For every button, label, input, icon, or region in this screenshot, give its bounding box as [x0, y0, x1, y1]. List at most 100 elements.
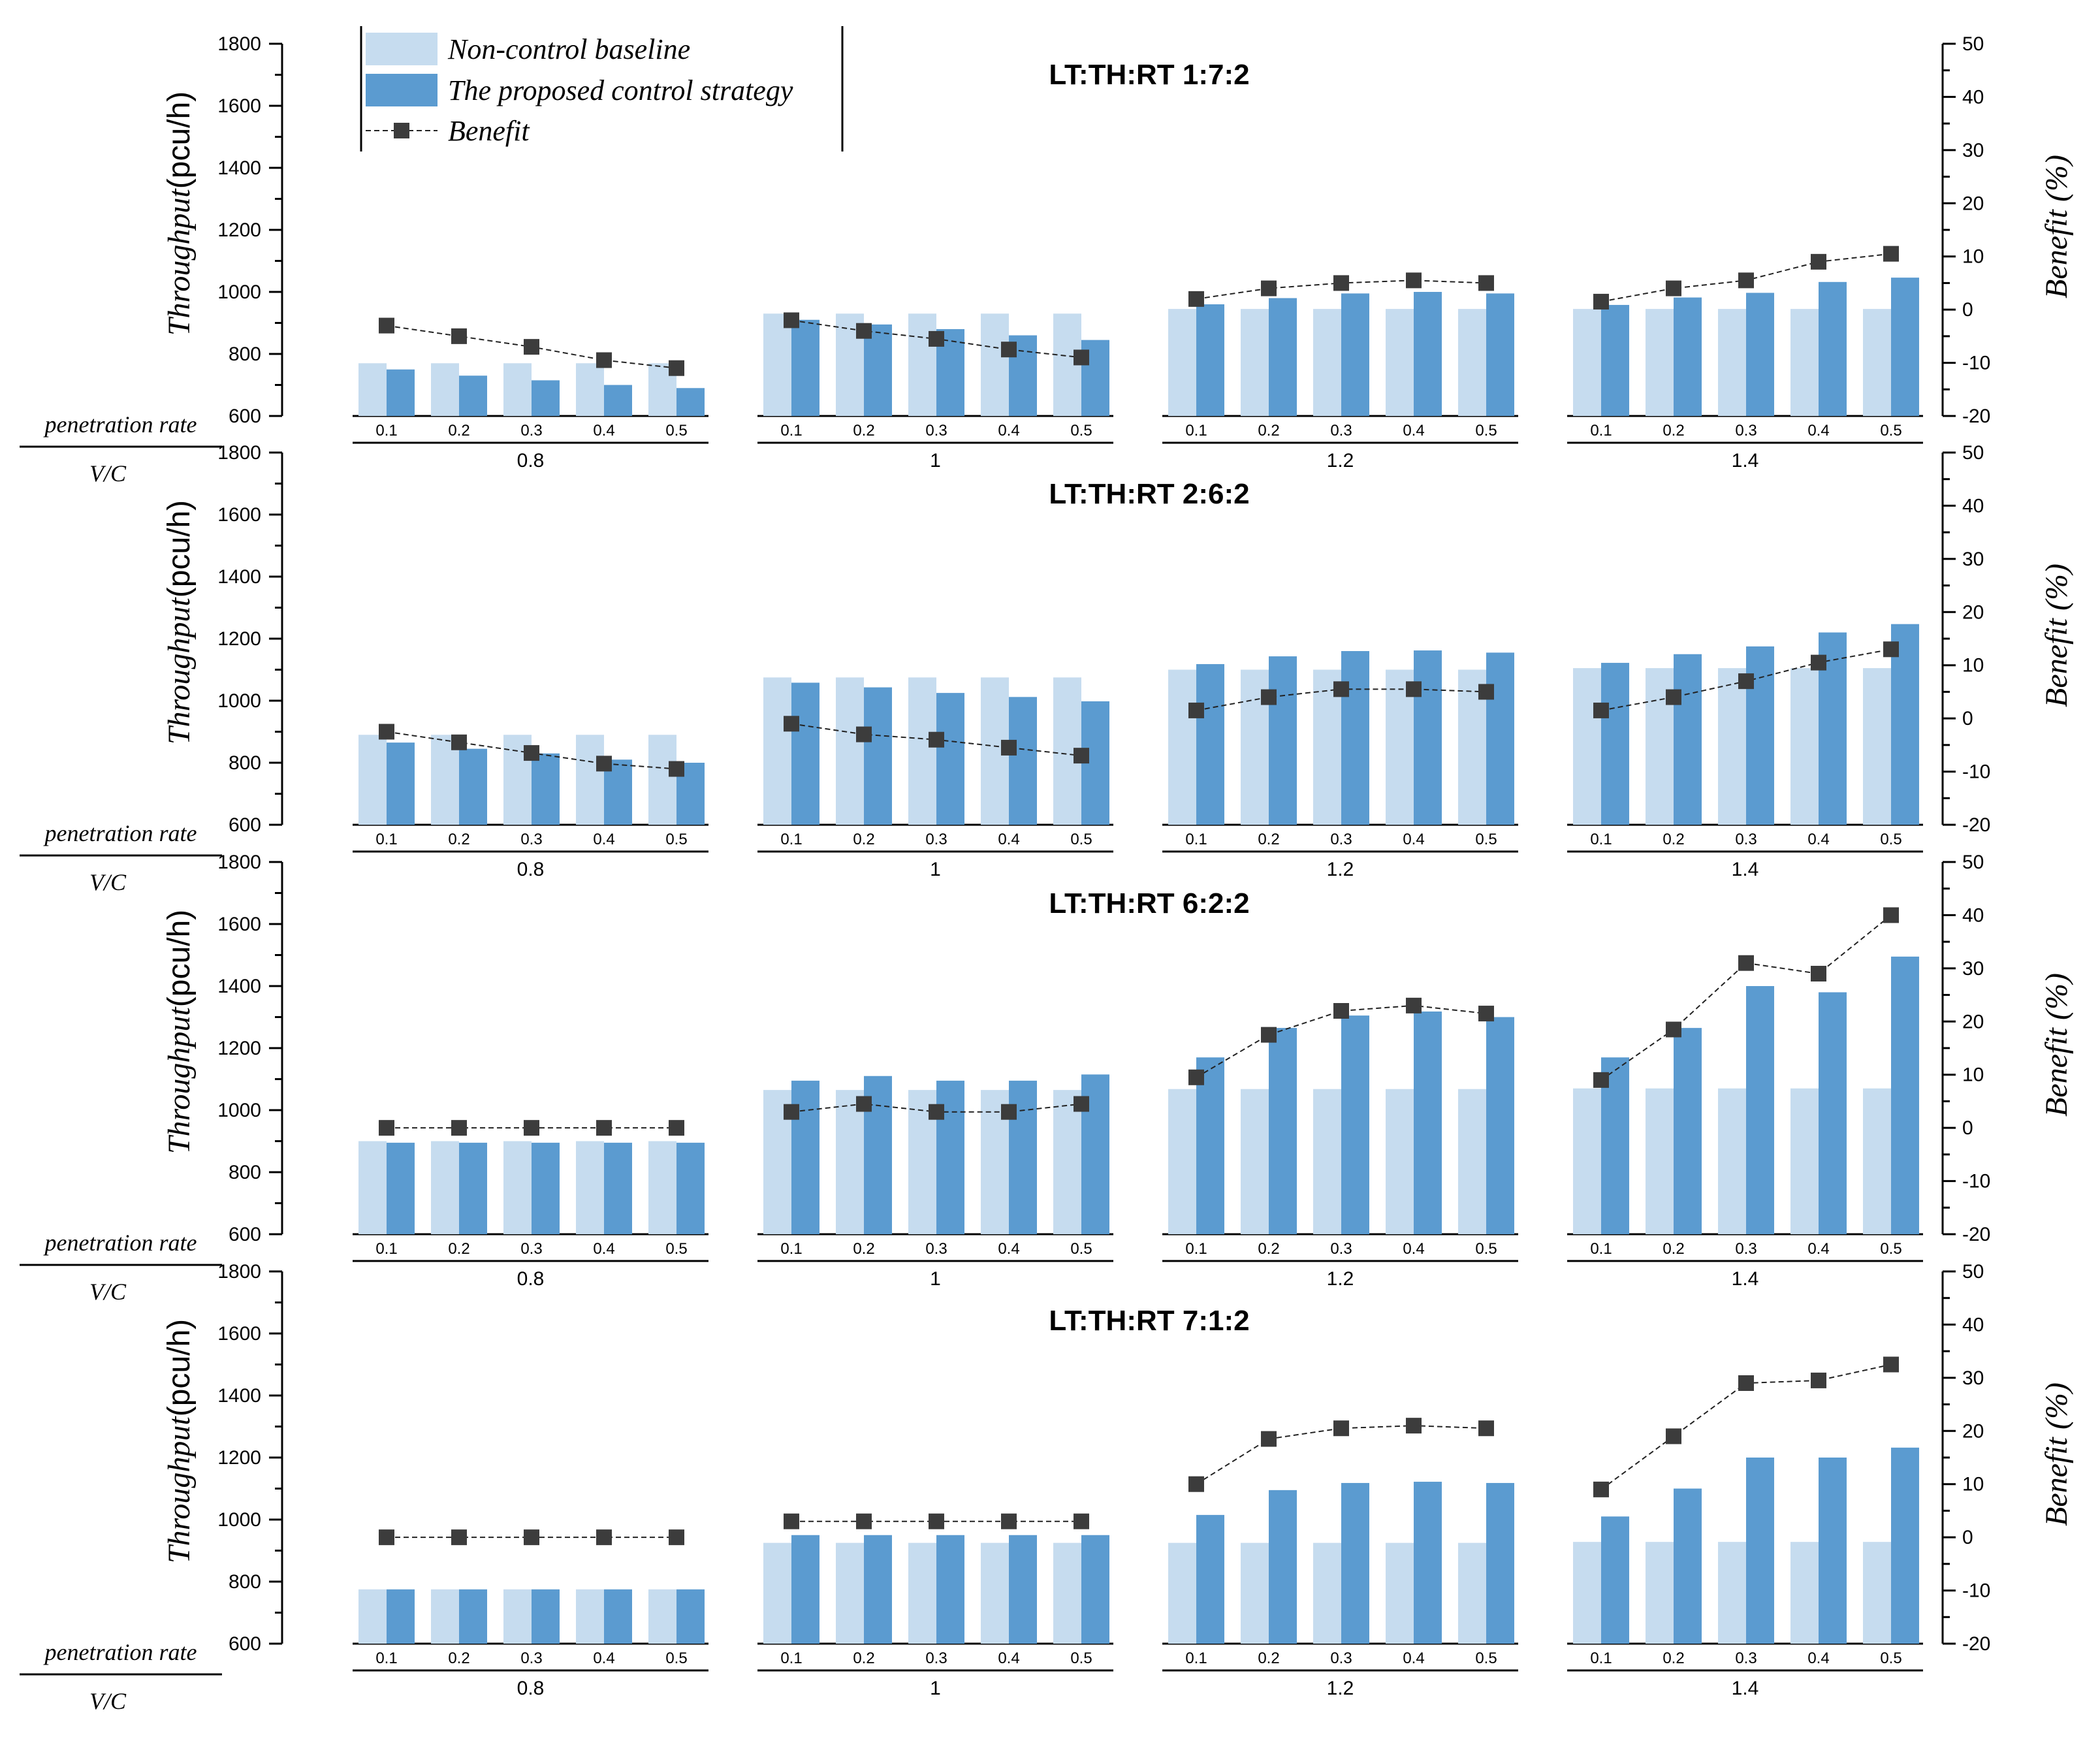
right-y-tick-label: 10: [1962, 246, 1984, 268]
penetration-rate-tick-label: 0.3: [1330, 831, 1352, 848]
baseline-bar: [503, 1589, 532, 1644]
vc-group-0.8: 0.8 0.1 0.2 0.3 0.4 0.5: [353, 1120, 708, 1290]
benefit-marker: [1261, 280, 1277, 296]
benefit-marker: [1406, 997, 1422, 1013]
baseline-bar: [1313, 1089, 1341, 1234]
baseline-bar: [1718, 309, 1746, 416]
baseline-bar: [358, 1589, 387, 1644]
baseline-bar: [1863, 1088, 1891, 1234]
baseline-bar: [503, 1141, 532, 1234]
baseline-bar: [1863, 309, 1891, 416]
right-y-tick-label: -20: [1962, 1633, 1990, 1655]
benefit-marker: [1001, 1513, 1017, 1529]
control-strategy-bar: [604, 1142, 632, 1234]
baseline-bar: [576, 1141, 604, 1234]
penetration-rate-tick-label: 0.1: [375, 1650, 397, 1667]
penetration-rate-tick-label: 0.4: [998, 1650, 1019, 1667]
benefit-marker: [451, 1529, 467, 1546]
penetration-rate-tick-label: 0.5: [1475, 1240, 1497, 1258]
penetration-rate-tick-label: 0.3: [520, 1240, 542, 1258]
right-y-tick-label: 40: [1962, 495, 1984, 517]
penetration-rate-tick-label: 0.2: [1663, 831, 1684, 848]
vc-tick-label: 0.8: [517, 1268, 545, 1290]
control-strategy-bar: [1341, 651, 1369, 825]
benefit-marker: [1406, 681, 1422, 697]
legend-swatch-1: [366, 33, 438, 65]
benefit-marker: [1188, 291, 1204, 307]
penetration-rate-tick-label: 0.3: [520, 422, 542, 439]
left-y-axis-unit: (pcu/h): [162, 910, 197, 1007]
benefit-marker: [524, 1120, 539, 1136]
left-y-axis-label: Throughput(pcu/h): [162, 910, 197, 1154]
baseline-bar: [1718, 668, 1746, 825]
left-y-tick-label: 1200: [217, 628, 261, 650]
benefit-line: [1196, 1004, 1487, 1078]
baseline-bar: [1386, 1089, 1414, 1234]
control-strategy-bar: [1196, 1514, 1224, 1644]
control-strategy-bar: [532, 753, 560, 825]
control-strategy-bar: [936, 1080, 964, 1234]
vc-group-1.4: 1.4 0.1 0.2 0.3 0.4 0.5: [1567, 246, 1923, 471]
penetration-rate-tick-label: 0.2: [1663, 1650, 1684, 1667]
benefit-marker: [856, 1096, 872, 1112]
left-y-tick-label: 800: [229, 1571, 261, 1593]
benefit-marker: [596, 756, 612, 772]
left-y-tick-label: 1400: [217, 976, 261, 997]
vc-group-1: 1 0.1 0.2 0.3 0.4 0.5: [757, 312, 1113, 471]
control-strategy-bar: [1269, 1028, 1297, 1234]
benefit-marker: [784, 1104, 799, 1120]
vc-tick-label: 1.4: [1732, 450, 1759, 471]
penetration-rate-tick-label: 0.4: [998, 831, 1019, 848]
baseline-bar: [1386, 1542, 1414, 1644]
penetration-rate-tick-label: 0.3: [1330, 422, 1352, 439]
chart-panels: 60080010001200140016001800-20-1001020304…: [20, 33, 2074, 1714]
control-strategy-bar: [1746, 293, 1774, 416]
baseline-bar: [1718, 1542, 1746, 1644]
benefit-marker: [596, 352, 612, 368]
baseline-bar: [576, 363, 604, 416]
benefit-marker: [1333, 1003, 1349, 1019]
left-y-tick-label: 1400: [217, 566, 261, 588]
benefit-marker: [1478, 1420, 1494, 1437]
vc-tick-label: 1.2: [1327, 1268, 1354, 1290]
penetration-rate-tick-label: 0.4: [1403, 422, 1424, 439]
control-strategy-bar: [1081, 1535, 1109, 1644]
control-strategy-bar: [1891, 624, 1919, 825]
penetration-rate-tick-label: 0.4: [998, 422, 1019, 439]
penetration-rate-tick-label: 0.4: [998, 1240, 1019, 1258]
control-strategy-bar: [1891, 1447, 1919, 1644]
baseline-bar: [1313, 309, 1341, 416]
vc-group-1.2: 1.2 0.1 0.2 0.3 0.4 0.5: [1162, 997, 1518, 1290]
panel-title: LT:TH:RT 6:2:2: [1049, 887, 1249, 919]
control-strategy-bar: [1269, 656, 1297, 825]
control-strategy-bar: [864, 324, 892, 416]
control-strategy-bar: [1269, 298, 1297, 416]
control-strategy-bar: [532, 380, 560, 416]
control-strategy-bar: [1414, 1011, 1442, 1234]
chart-panel-2: 600 800 1000 1200 1400 1600 1800 -20 -10 0 10 20 30 4…: [20, 442, 2074, 895]
penetration-rate-tick-label: 0.5: [1880, 422, 1901, 439]
penetration-rate-tick-label: 0.5: [665, 831, 687, 848]
right-y-tick-label: -10: [1962, 353, 1990, 374]
baseline-bar: [1573, 668, 1601, 825]
baseline-bar: [1053, 1090, 1081, 1234]
right-y-tick-label: 20: [1962, 1420, 1984, 1442]
control-strategy-bar: [1674, 297, 1702, 416]
baseline-bar: [836, 1090, 864, 1234]
penetration-rate-tick-label: 0.4: [1403, 831, 1424, 848]
baseline-bar: [1168, 1089, 1196, 1234]
left-y-tick-label: 1000: [217, 1509, 261, 1531]
right-y-tick-label: 20: [1962, 1011, 1984, 1032]
penetration-rate-tick-label: 0.4: [1403, 1650, 1424, 1667]
vc-tick-label: 1.4: [1732, 859, 1759, 880]
benefit-marker: [856, 1513, 872, 1529]
benefit-marker: [451, 1120, 467, 1136]
penetration-rate-label: penetration rate: [43, 411, 197, 438]
left-y-axis-unit: (pcu/h): [162, 500, 197, 598]
vc-group-1.4: 1.4 0.1 0.2 0.3 0.4 0.5: [1567, 1356, 1923, 1699]
vc-tick-label: 1.4: [1732, 1268, 1759, 1290]
control-strategy-bar: [1819, 992, 1847, 1234]
penetration-rate-tick-label: 0.2: [448, 1650, 469, 1667]
benefit-marker: [451, 734, 467, 750]
